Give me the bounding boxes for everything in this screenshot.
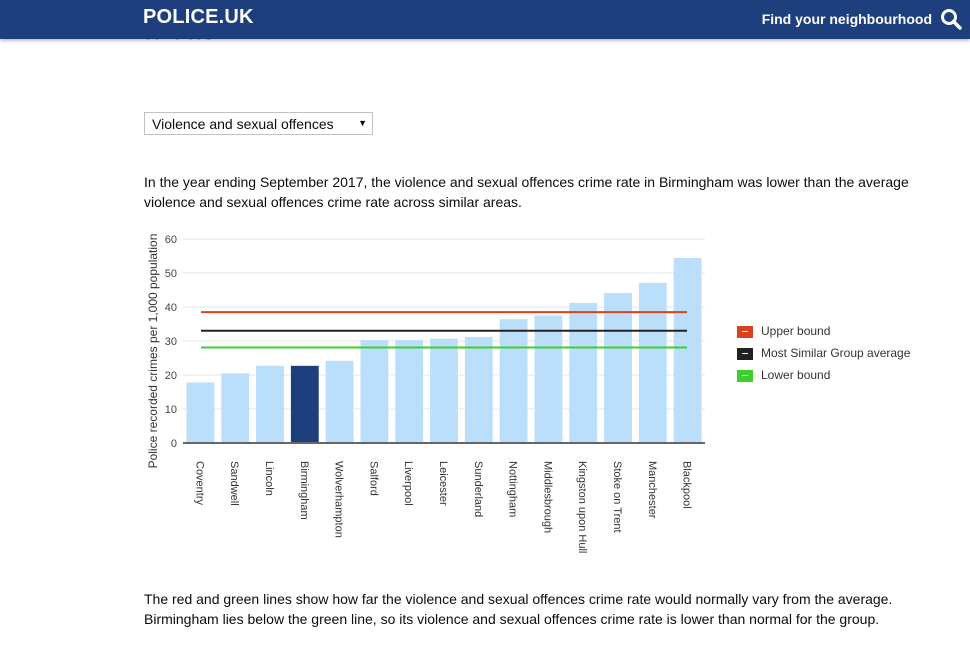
site-header: POLICE.UK Find your neighbourhood — [0, 0, 970, 39]
bar — [604, 293, 632, 443]
x-tick-label: Sandwell — [228, 461, 240, 506]
y-tick-label: 30 — [165, 336, 177, 348]
explanation-text: The red and green lines show how far the… — [144, 591, 893, 627]
x-tick-label: Lincoln — [263, 461, 275, 496]
legend-swatch — [737, 326, 753, 338]
bar — [256, 365, 284, 443]
x-tick-label: Nottingham — [507, 461, 519, 517]
x-tick-label: Coventry — [193, 461, 205, 506]
legend-swatch — [737, 348, 753, 360]
find-neighbourhood-link[interactable]: Find your neighbourhood — [761, 11, 932, 27]
x-tick-label: Wolverhampton — [333, 461, 345, 538]
bar — [430, 338, 458, 443]
y-axis-label: Police recorded crimes per 1,000 populat… — [146, 234, 160, 469]
x-tick-label: Salford — [367, 461, 379, 496]
x-tick-label: Liverpool — [402, 461, 414, 506]
bar — [290, 365, 319, 443]
x-tick-label: Blackpool — [681, 461, 693, 509]
x-tick-label: Stoke on Trent — [611, 461, 623, 533]
y-tick-label: 60 — [165, 234, 177, 246]
x-tick-label: Sunderland — [472, 461, 484, 517]
legend-label: Upper bound — [761, 324, 831, 338]
x-tick-label: Middlesbrough — [541, 461, 553, 533]
bar — [534, 315, 563, 443]
x-tick-label: Birmingham — [298, 461, 310, 520]
bar — [186, 382, 215, 443]
intro-text: In the year ending September 2017, the v… — [144, 174, 909, 210]
bar — [673, 258, 702, 443]
dropdown-arrow-icon: ▼ — [358, 118, 367, 128]
bar — [499, 319, 528, 443]
x-tick-label: Kingston upon Hull — [576, 461, 588, 553]
bar — [464, 336, 493, 443]
bar — [360, 339, 389, 443]
y-tick-label: 20 — [165, 370, 177, 382]
y-tick-label: 50 — [165, 268, 177, 280]
crime-type-select[interactable]: Violence and sexual offences ▼ — [144, 112, 373, 135]
x-tick-label: Leicester — [437, 461, 449, 506]
y-tick-label: 10 — [165, 404, 177, 416]
legend-label: Most Similar Group average — [761, 346, 911, 360]
bar — [638, 282, 667, 443]
bar — [569, 302, 598, 443]
legend-label: Lower bound — [761, 368, 831, 382]
search-icon[interactable] — [940, 8, 962, 30]
police-uk-logo[interactable]: POLICE.UK — [143, 6, 254, 28]
y-tick-label: 0 — [171, 438, 177, 450]
bar — [395, 339, 424, 443]
crime-rate-chart: 0 10 20 30 40 50 60 Police recorded crimes per … — [146, 234, 705, 553]
x-tick-label: Manchester — [646, 461, 658, 519]
crime-type-select-value: Violence and sexual offences — [152, 116, 334, 132]
bar — [221, 373, 250, 443]
y-tick-label: 40 — [165, 302, 177, 314]
bar — [325, 360, 354, 443]
legend-swatch — [737, 370, 753, 382]
